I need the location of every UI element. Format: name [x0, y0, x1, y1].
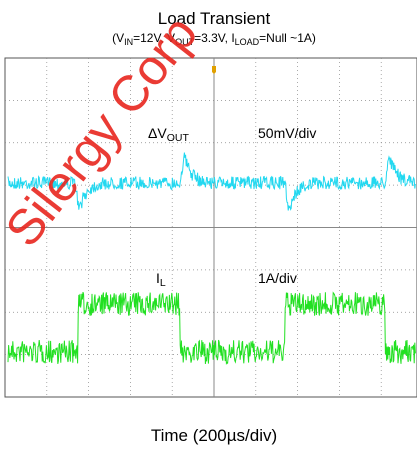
- subscript: L: [160, 277, 166, 289]
- text-part: (V: [112, 31, 124, 45]
- subscript: OUT: [175, 37, 195, 47]
- text-part: ΔV: [148, 125, 167, 141]
- voltage-trace: [7, 152, 416, 211]
- trace-label: IL: [156, 270, 166, 289]
- text-part: =3.3V, I: [194, 31, 235, 45]
- title: Load Transient: [158, 9, 271, 28]
- current-trace: [7, 291, 416, 365]
- text-part: =Null ~1A): [259, 31, 316, 45]
- subscript: OUT: [167, 132, 190, 144]
- trigger-marker: [212, 66, 216, 74]
- trace-scale: 50mV/div: [258, 125, 316, 141]
- text-part: I: [156, 270, 160, 286]
- trace-scale: 1A/div: [258, 270, 297, 286]
- subscript: LOAD: [235, 37, 260, 47]
- scope-grid: [4, 57, 417, 398]
- text-part: =12V, V: [133, 31, 175, 45]
- trace-label: ΔVOUT: [148, 125, 189, 144]
- x-axis-label: Time (200µs/div): [151, 426, 277, 445]
- subtitle: (VIN=12V, VOUT=3.3V, ILOAD=Null ~1A): [112, 31, 316, 47]
- subscript: IN: [124, 37, 133, 47]
- waveforms: [7, 66, 416, 365]
